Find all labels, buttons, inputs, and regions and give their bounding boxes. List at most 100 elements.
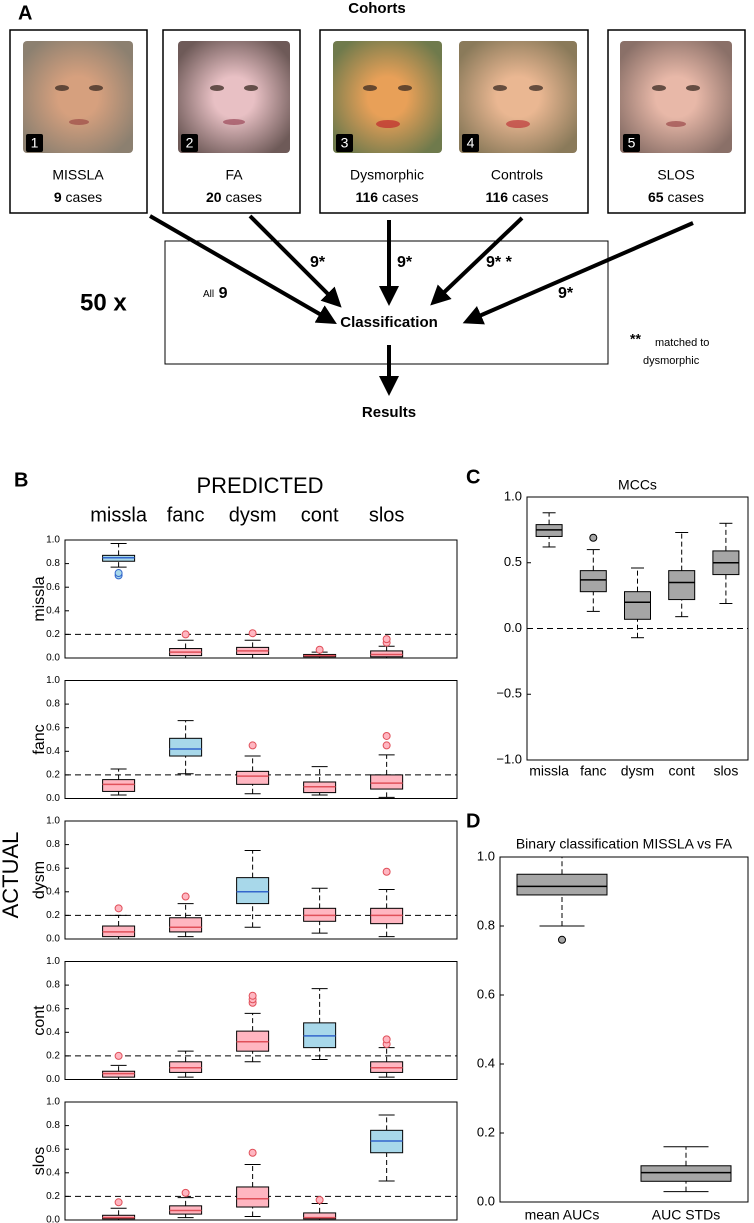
- y-tick-label: 0.4: [46, 746, 60, 757]
- box: [102, 779, 136, 792]
- y-tick-label: 0.4: [46, 1027, 60, 1038]
- count: 116: [355, 189, 378, 205]
- y-tick-label: 0.0: [46, 793, 60, 804]
- face-image: [333, 41, 442, 153]
- y-tick-label: 0.0: [477, 1193, 495, 1208]
- y-tick-label: 0.8: [477, 917, 495, 932]
- box: [516, 873, 608, 896]
- y-tick-label: 0.0: [504, 620, 522, 635]
- all-label: All 9: [203, 285, 228, 302]
- outlier: [248, 1148, 257, 1157]
- cohort-count: 116 cases: [485, 189, 548, 205]
- axis-title: PREDICTED: [196, 473, 323, 498]
- chart-title: Binary classification MISSLA vs FA: [516, 836, 733, 852]
- column-label: slos: [369, 504, 405, 526]
- cohort-name: SLOS: [657, 167, 694, 183]
- y-tick-label: 0.2: [46, 629, 60, 640]
- box: [624, 591, 651, 620]
- outlier: [248, 629, 257, 638]
- y-tick-label: 0.8: [46, 839, 60, 850]
- y-tick-label: 0.6: [46, 582, 60, 593]
- box: [236, 770, 270, 785]
- box: [370, 774, 404, 790]
- panel-letter: A: [18, 2, 32, 24]
- outlier: [248, 991, 257, 1000]
- arrow-label: 9*: [558, 285, 574, 302]
- y-tick-label: 0.6: [46, 1003, 60, 1014]
- unit: cases: [225, 189, 262, 205]
- y-tick-label: 0.6: [46, 863, 60, 874]
- unit: cases: [382, 189, 419, 205]
- outlier: [181, 892, 190, 901]
- cohort-number: 2: [186, 135, 194, 151]
- cohort-count: 65 cases: [648, 189, 704, 205]
- unit: cases: [667, 189, 704, 205]
- outlier: [248, 741, 257, 750]
- note-mark: **: [630, 331, 641, 347]
- x-tick-label: dysm: [621, 763, 654, 779]
- box: [236, 877, 270, 905]
- y-tick-label: −0.5: [496, 686, 522, 701]
- panel-letter: C: [466, 466, 480, 488]
- outlier: [382, 741, 391, 750]
- y-tick-label: 0.4: [46, 1167, 60, 1178]
- y-tick-label: 0.5: [504, 554, 522, 569]
- all-prefix: All: [203, 289, 214, 300]
- y-tick-label: 0.0: [46, 934, 60, 945]
- box: [668, 570, 696, 601]
- y-tick-label: 0.0: [46, 1215, 60, 1223]
- box: [640, 1165, 732, 1182]
- count: 9: [54, 189, 62, 205]
- y-tick-label: 0.2: [46, 1191, 60, 1202]
- face-image: [23, 41, 133, 153]
- y-tick-label: 1.0: [46, 816, 60, 827]
- axis-title: ACTUAL: [0, 832, 23, 919]
- plot-frame: [499, 856, 749, 1203]
- count: 116: [485, 189, 508, 205]
- arrow: [248, 214, 342, 308]
- y-tick-label: 0.2: [477, 1124, 495, 1139]
- y-tick-label: 0.6: [46, 722, 60, 733]
- face-image: [459, 41, 577, 153]
- row-label: cont: [31, 1005, 48, 1036]
- box: [303, 1212, 337, 1220]
- plot-frame: [64, 961, 458, 1080]
- outlier: [382, 731, 391, 740]
- repeat-label: 50 x: [80, 289, 127, 316]
- classification-box: [164, 240, 609, 365]
- box: [236, 1186, 270, 1208]
- outlier: [114, 904, 123, 913]
- outlier: [382, 635, 391, 644]
- cohort-number: 5: [628, 135, 636, 151]
- panel-letter: B: [14, 469, 28, 491]
- arrow-label: 9*: [310, 254, 326, 271]
- arrow: [462, 221, 694, 325]
- outlier: [382, 867, 391, 876]
- x-tick-label: AUC STDs: [652, 1207, 720, 1223]
- face-image: [178, 41, 290, 153]
- row-label: fanc: [31, 724, 48, 754]
- y-tick-label: 0.0: [46, 1074, 60, 1085]
- row-label: slos: [31, 1147, 48, 1175]
- y-tick-label: 0.4: [46, 886, 60, 897]
- count: 65: [648, 189, 664, 205]
- y-tick-label: 0.2: [46, 910, 60, 921]
- cohort-number: 1: [31, 135, 39, 151]
- column-label: fanc: [167, 504, 205, 526]
- y-tick-label: 0.4: [46, 605, 60, 616]
- panel-letter: D: [466, 810, 480, 832]
- cohort-count: 116 cases: [355, 189, 418, 205]
- column-label: dysm: [229, 504, 277, 526]
- outlier: [382, 1035, 391, 1044]
- box: [579, 570, 607, 593]
- outlier: [589, 533, 598, 542]
- y-tick-label: 1.0: [504, 488, 522, 503]
- cohort-name: Controls: [491, 167, 543, 183]
- face-image: [620, 41, 732, 153]
- arrow-label: 9*: [397, 254, 413, 271]
- row-label: dysm: [31, 861, 48, 899]
- cohorts-title: Cohorts: [348, 0, 406, 17]
- chart-title: MCCs: [618, 477, 657, 493]
- cohort-count: 20 cases: [206, 189, 262, 205]
